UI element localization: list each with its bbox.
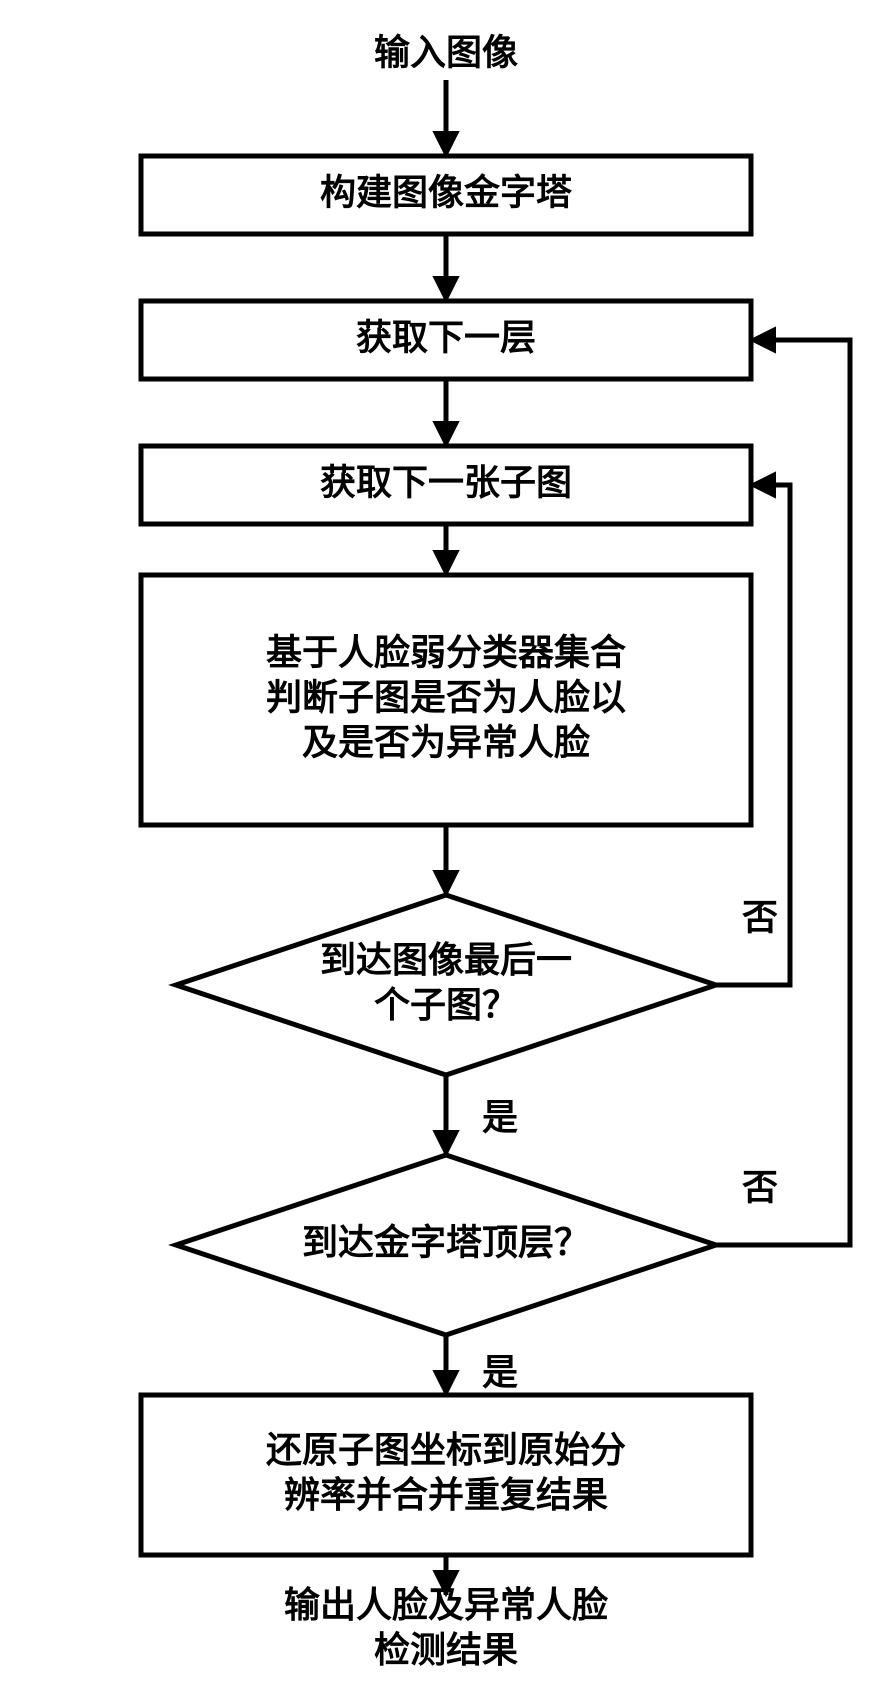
- flowchart-canvas: 是是否否输入图像构建图像金字塔获取下一层获取下一张子图基于人脸弱分类器集合判断子…: [0, 0, 892, 1683]
- node-n4: 基于人脸弱分类器集合判断子图是否为人脸以及是否为异常人脸: [141, 575, 751, 825]
- node-text: 输入图像: [374, 32, 518, 73]
- node-text: 到达图像最后一: [320, 939, 572, 980]
- node-text: 基于人脸弱分类器集合: [266, 632, 626, 673]
- node-d2: 到达金字塔顶层？: [176, 1155, 716, 1335]
- node-start: 输入图像: [374, 32, 518, 73]
- edge-label: 否: [742, 1167, 778, 1208]
- edge-label: 是: [482, 1352, 518, 1393]
- node-end: 输出人脸及异常人脸检测结果: [284, 1584, 609, 1670]
- node-text: 到达金字塔顶层？: [302, 1222, 590, 1263]
- node-n2: 获取下一层: [141, 301, 751, 379]
- node-text: 及是否为异常人脸: [302, 722, 591, 763]
- node-text: 获取下一层: [356, 317, 536, 358]
- edge-label: 是: [482, 1097, 518, 1138]
- edge-label: 否: [742, 897, 778, 938]
- node-text: 获取下一张子图: [320, 462, 572, 503]
- node-n1: 构建图像金字塔: [141, 156, 751, 234]
- node-text: 个子图？: [374, 984, 518, 1025]
- node-text: 辨率并合并重复结果: [284, 1474, 608, 1515]
- node-text: 判断子图是否为人脸以: [266, 677, 626, 718]
- node-n3: 获取下一张子图: [141, 446, 751, 524]
- node-d1: 到达图像最后一个子图？: [176, 895, 716, 1075]
- node-n5: 还原子图坐标到原始分辨率并合并重复结果: [141, 1395, 751, 1555]
- node-text: 检测结果: [374, 1629, 518, 1670]
- node-text: 构建图像金字塔: [320, 172, 573, 213]
- node-text: 还原子图坐标到原始分: [266, 1429, 626, 1470]
- node-text: 输出人脸及异常人脸: [284, 1584, 609, 1625]
